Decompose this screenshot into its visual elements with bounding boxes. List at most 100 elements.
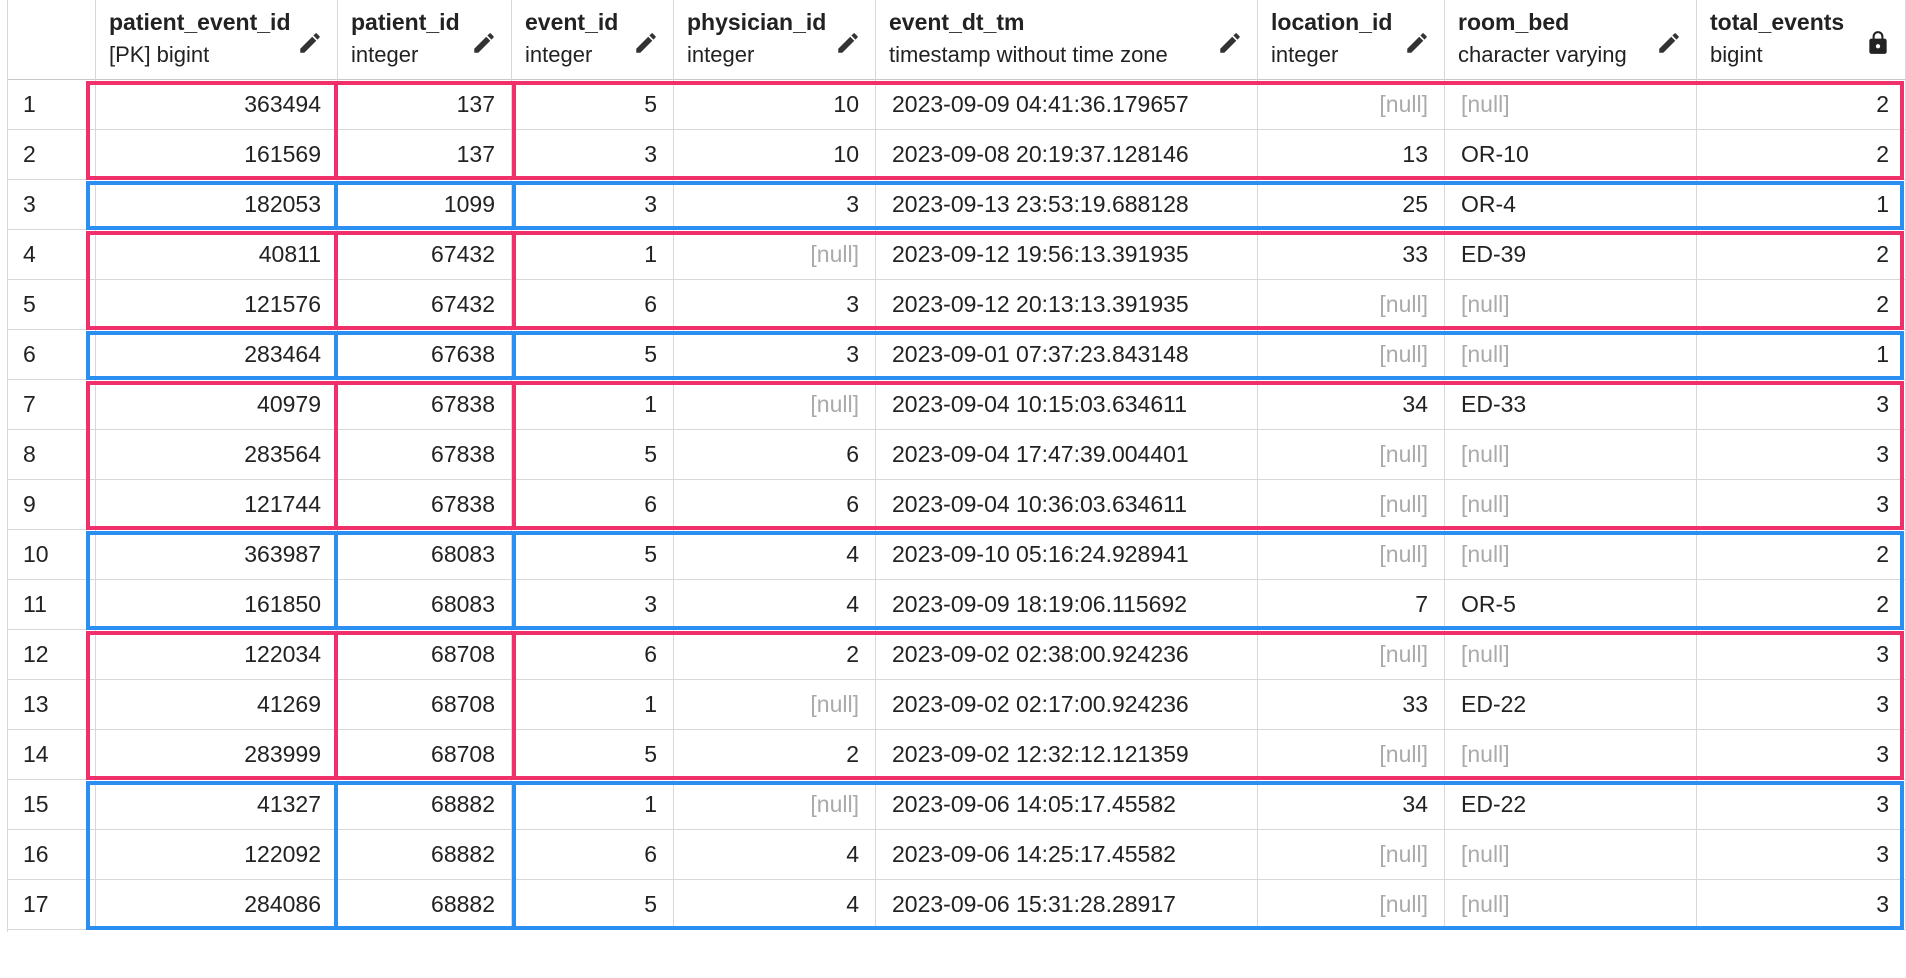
cell-physician-id[interactable]: [null] [674,380,876,430]
cell-event-id[interactable]: 1 [512,680,674,730]
cell-event-dt-tm[interactable]: 2023-09-04 10:36:03.634611 [876,480,1258,530]
cell-event-dt-tm[interactable]: 2023-09-09 18:19:06.115692 [876,580,1258,630]
cell-patient-id[interactable]: 1099 [338,180,512,230]
cell-patient-event-id[interactable]: 283464 [96,330,338,380]
cell-room-bed[interactable]: [null] [1445,830,1697,880]
cell-patient-event-id[interactable]: 161850 [96,580,338,630]
cell-physician-id[interactable]: [null] [674,680,876,730]
cell-event-dt-tm[interactable]: 2023-09-04 17:47:39.004401 [876,430,1258,480]
cell-physician-id[interactable]: 4 [674,530,876,580]
cell-location-id[interactable]: [null] [1258,280,1445,330]
cell-event-id[interactable]: 5 [512,530,674,580]
cell-event-dt-tm[interactable]: 2023-09-04 10:15:03.634611 [876,380,1258,430]
cell-physician-id[interactable]: 3 [674,280,876,330]
cell-event-id[interactable]: 5 [512,880,674,930]
cell-physician-id[interactable]: 3 [674,330,876,380]
cell-room-bed[interactable]: [null] [1445,730,1697,780]
cell-total-events[interactable]: 3 [1697,880,1906,930]
cell-room-bed[interactable]: OR-5 [1445,580,1697,630]
cell-patient-event-id[interactable]: 121576 [96,280,338,330]
cell-location-id[interactable]: 34 [1258,780,1445,830]
cell-total-events[interactable]: 2 [1697,580,1906,630]
cell-patient-event-id[interactable]: 283999 [96,730,338,780]
cell-patient-id[interactable]: 67432 [338,230,512,280]
column-header-total-events[interactable]: total_events bigint [1697,0,1906,80]
cell-physician-id[interactable]: 4 [674,830,876,880]
cell-patient-event-id[interactable]: 41269 [96,680,338,730]
cell-room-bed[interactable]: [null] [1445,280,1697,330]
cell-event-dt-tm[interactable]: 2023-09-06 14:25:17.45582 [876,830,1258,880]
column-header-event-id[interactable]: event_id integer [512,0,674,80]
row-number[interactable]: 16 [8,830,96,880]
cell-total-events[interactable]: 2 [1697,130,1906,180]
cell-patient-id[interactable]: 67638 [338,330,512,380]
cell-patient-event-id[interactable]: 41327 [96,780,338,830]
cell-physician-id[interactable]: 6 [674,430,876,480]
cell-physician-id[interactable]: 2 [674,630,876,680]
cell-patient-event-id[interactable]: 182053 [96,180,338,230]
cell-event-id[interactable]: 1 [512,230,674,280]
cell-room-bed[interactable]: OR-10 [1445,130,1697,180]
cell-location-id[interactable]: [null] [1258,730,1445,780]
cell-physician-id[interactable]: 4 [674,580,876,630]
cell-room-bed[interactable]: ED-22 [1445,780,1697,830]
cell-patient-event-id[interactable]: 363494 [96,80,338,130]
cell-patient-id[interactable]: 68708 [338,730,512,780]
cell-event-id[interactable]: 3 [512,180,674,230]
cell-patient-id[interactable]: 137 [338,130,512,180]
cell-patient-event-id[interactable]: 161569 [96,130,338,180]
row-number[interactable]: 10 [8,530,96,580]
cell-patient-event-id[interactable]: 363987 [96,530,338,580]
cell-location-id[interactable]: 25 [1258,180,1445,230]
cell-location-id[interactable]: 13 [1258,130,1445,180]
cell-event-dt-tm[interactable]: 2023-09-09 04:41:36.179657 [876,80,1258,130]
row-number[interactable]: 2 [8,130,96,180]
cell-physician-id[interactable]: 10 [674,130,876,180]
cell-room-bed[interactable]: ED-39 [1445,230,1697,280]
cell-patient-id[interactable]: 67838 [338,380,512,430]
cell-patient-id[interactable]: 68083 [338,580,512,630]
row-number[interactable]: 6 [8,330,96,380]
cell-patient-event-id[interactable]: 40811 [96,230,338,280]
cell-room-bed[interactable]: ED-33 [1445,380,1697,430]
pencil-icon[interactable] [633,30,659,56]
pencil-icon[interactable] [297,30,323,56]
cell-total-events[interactable]: 3 [1697,430,1906,480]
cell-physician-id[interactable]: [null] [674,230,876,280]
cell-total-events[interactable]: 3 [1697,730,1906,780]
cell-event-dt-tm[interactable]: 2023-09-10 05:16:24.928941 [876,530,1258,580]
cell-room-bed[interactable]: [null] [1445,630,1697,680]
cell-event-id[interactable]: 3 [512,580,674,630]
row-number[interactable]: 14 [8,730,96,780]
cell-total-events[interactable]: 1 [1697,330,1906,380]
cell-location-id[interactable]: [null] [1258,530,1445,580]
row-number[interactable]: 4 [8,230,96,280]
cell-patient-id[interactable]: 68882 [338,830,512,880]
cell-total-events[interactable]: 1 [1697,180,1906,230]
cell-physician-id[interactable]: 3 [674,180,876,230]
row-number[interactable]: 13 [8,680,96,730]
cell-patient-id[interactable]: 137 [338,80,512,130]
cell-event-dt-tm[interactable]: 2023-09-02 02:17:00.924236 [876,680,1258,730]
cell-room-bed[interactable]: ED-22 [1445,680,1697,730]
cell-event-dt-tm[interactable]: 2023-09-06 15:31:28.28917 [876,880,1258,930]
row-number[interactable]: 1 [8,80,96,130]
cell-location-id[interactable]: [null] [1258,630,1445,680]
cell-total-events[interactable]: 3 [1697,680,1906,730]
row-number[interactable]: 11 [8,580,96,630]
cell-total-events[interactable]: 3 [1697,830,1906,880]
cell-room-bed[interactable]: [null] [1445,330,1697,380]
cell-event-id[interactable]: 5 [512,430,674,480]
cell-location-id[interactable]: [null] [1258,480,1445,530]
pencil-icon[interactable] [1217,30,1243,56]
cell-total-events[interactable]: 3 [1697,630,1906,680]
cell-event-dt-tm[interactable]: 2023-09-12 20:13:13.391935 [876,280,1258,330]
cell-patient-event-id[interactable]: 122092 [96,830,338,880]
cell-location-id[interactable]: 7 [1258,580,1445,630]
cell-location-id[interactable]: [null] [1258,830,1445,880]
cell-physician-id[interactable]: 10 [674,80,876,130]
row-number[interactable]: 15 [8,780,96,830]
cell-total-events[interactable]: 2 [1697,230,1906,280]
cell-total-events[interactable]: 3 [1697,380,1906,430]
pencil-icon[interactable] [471,30,497,56]
